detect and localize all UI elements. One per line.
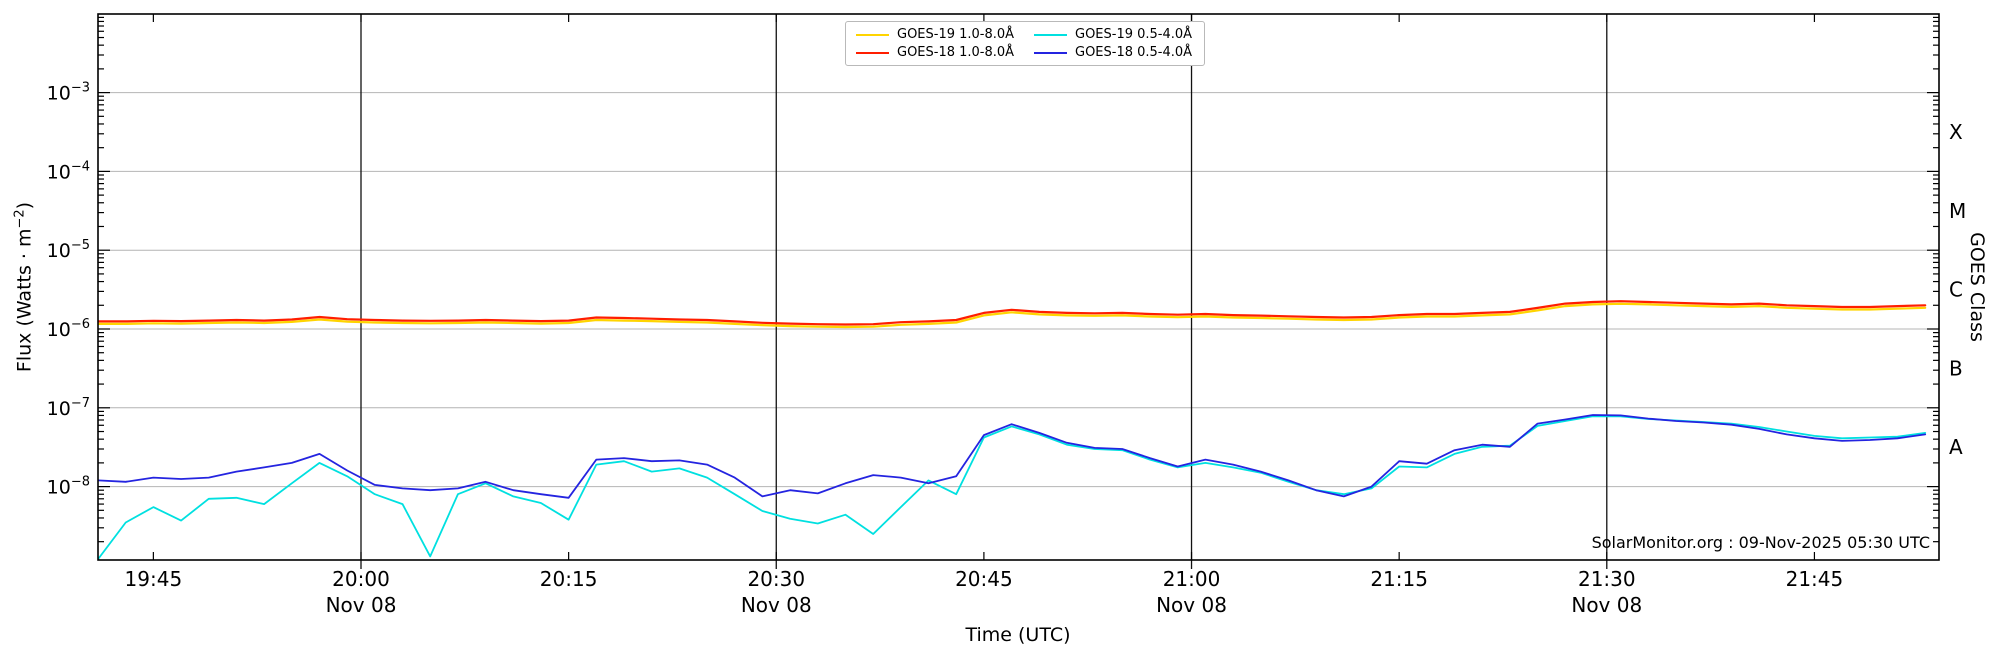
y-tick-label-1e-4: 10−4 bbox=[47, 159, 90, 183]
legend-label: GOES-18 1.0-8.0Å bbox=[897, 45, 1015, 60]
y-tick-labels: 10−3 10−4 10−5 10−6 10−7 10−8 bbox=[47, 81, 90, 499]
y-tick-label-1e-3: 10−3 bbox=[47, 81, 90, 105]
y-axis-label-text: Flux (Watts · m bbox=[13, 228, 36, 373]
goes-class-a: A bbox=[1949, 435, 1963, 459]
y-axis-label-left: Flux (Watts · m−2) bbox=[12, 202, 35, 372]
legend-entry-goes-19-0.5-4.0: GOES-19 0.5-4.0Å bbox=[1034, 27, 1194, 42]
goes-class-b: B bbox=[1949, 356, 1963, 380]
y-tick-label-1e-7: 10−7 bbox=[47, 396, 90, 420]
legend-swatch bbox=[856, 51, 889, 54]
curve-goes-18-1.0-8.0 bbox=[98, 300, 1927, 326]
y-tick-label-1e-8: 10−8 bbox=[47, 475, 90, 499]
axis-ticks bbox=[98, 14, 1939, 560]
watermark-text: SolarMonitor.org : 09-Nov-2025 05:30 UTC bbox=[1591, 533, 1930, 552]
x-tick-labels: 19:45 20:00 20:15 20:30 20:45 21:00 21:15 21:30… bbox=[125, 567, 1844, 617]
y-axis-label-exponent: −2 bbox=[12, 209, 28, 229]
legend-label: GOES-19 1.0-8.0Å bbox=[897, 27, 1015, 42]
legend-label: GOES-18 0.5-4.0Å bbox=[1075, 45, 1193, 60]
legend-box: GOES-19 1.0-8.0Å GOES-19 0.5-4.0Å GOES-18 … bbox=[845, 21, 1205, 66]
x-tick-label-20-00: 20:00 bbox=[332, 567, 390, 591]
curve-goes-18-0.5-4.0 bbox=[98, 414, 1927, 499]
decade-gridlines bbox=[98, 92, 1939, 488]
legend-label: GOES-19 0.5-4.0Å bbox=[1075, 27, 1193, 42]
x-tick-label-20-30: 20:30 bbox=[747, 567, 805, 591]
plot-frame bbox=[97, 13, 1940, 561]
y-tick-label-1e-5: 10−5 bbox=[47, 238, 90, 262]
legend-swatch bbox=[856, 33, 889, 36]
goes-class-c: C bbox=[1949, 278, 1963, 302]
curve-goes-19-1.0-8.0 bbox=[98, 302, 1927, 329]
y-axis-label-suffix: ) bbox=[13, 201, 36, 210]
x-tick-label-21-30: 21:30 bbox=[1578, 567, 1636, 591]
goes-class-m: M bbox=[1949, 199, 1966, 223]
x-tick-label-21-00: 21:00 bbox=[1163, 567, 1221, 591]
x-tick-label-19-45: 19:45 bbox=[125, 567, 183, 591]
y-tick-label-1e-6: 10−6 bbox=[47, 317, 90, 341]
goes-class-x: X bbox=[1949, 120, 1963, 144]
y-axis-label-right: GOES Class bbox=[1966, 232, 1988, 342]
x-tick-label-21-45: 21:45 bbox=[1786, 567, 1844, 591]
data-curves bbox=[98, 300, 1927, 560]
day-boundary-lines bbox=[360, 14, 1608, 569]
goes-class-letters: X M C B A bbox=[1949, 120, 1966, 459]
x-tick-label-21-15: 21:15 bbox=[1370, 567, 1428, 591]
date-label-20-00: Nov 08 bbox=[326, 593, 397, 617]
legend-entry-goes-18-1.0-8.0: GOES-18 1.0-8.0Å bbox=[856, 45, 1016, 60]
x-axis-label: Time (UTC) bbox=[965, 624, 1071, 646]
legend-swatch bbox=[1034, 33, 1067, 36]
x-tick-label-20-15: 20:15 bbox=[540, 567, 598, 591]
date-label-21-00: Nov 08 bbox=[1156, 593, 1227, 617]
date-label-20-30: Nov 08 bbox=[741, 593, 812, 617]
legend-swatch bbox=[1034, 51, 1067, 54]
date-label-21-30: Nov 08 bbox=[1571, 593, 1642, 617]
x-tick-label-20-45: 20:45 bbox=[955, 567, 1013, 591]
legend-entry-goes-19-1.0-8.0: GOES-19 1.0-8.0Å bbox=[856, 27, 1016, 42]
legend-entry-goes-18-0.5-4.0: GOES-18 0.5-4.0Å bbox=[1034, 45, 1194, 60]
